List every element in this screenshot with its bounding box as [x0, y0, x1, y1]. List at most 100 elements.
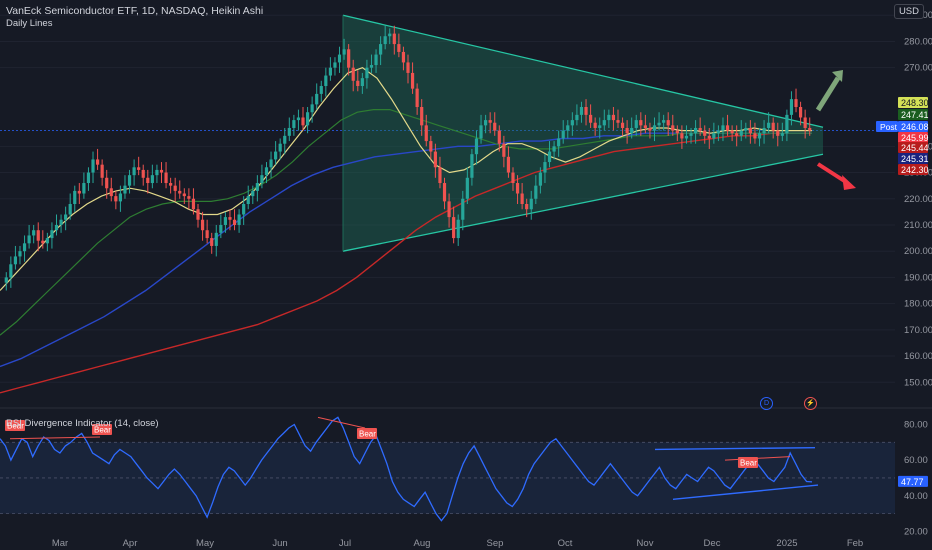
candle-body [785, 114, 789, 134]
price-label: 246.08 [901, 122, 929, 132]
candle-body [429, 141, 433, 152]
candle-body [356, 80, 360, 87]
price-tick-label: 200.00 [904, 246, 932, 257]
rsi-channel-upper [654, 446, 816, 451]
candle-body [310, 104, 314, 113]
candle-body [264, 167, 269, 176]
candle-body [82, 183, 86, 194]
candle-body [9, 264, 13, 278]
candle-body [337, 54, 342, 63]
time-tick-label: Feb [847, 538, 863, 549]
candle-body [730, 130, 734, 134]
candle-body [360, 78, 364, 87]
candle-body [662, 120, 666, 123]
price-label-bg [898, 97, 928, 108]
candle-body [232, 219, 237, 225]
candle-body [753, 133, 757, 139]
candle-body [424, 125, 428, 142]
candle-body [557, 138, 561, 147]
bear-tag-label: Bear [740, 459, 757, 468]
rsi-tick-label: 40.00 [904, 491, 928, 502]
candle-body [100, 164, 104, 178]
time-tick-label: Apr [123, 538, 138, 549]
candle-body [59, 219, 63, 225]
candle-body [255, 183, 259, 191]
candle-body [789, 99, 794, 115]
candle-body [570, 120, 574, 126]
price-axis: 150.00 160.00 170.00 180.00 190.00 200.00 210.… [876, 10, 932, 388]
price-tick-label: 180.00 [904, 299, 932, 310]
price-label: 245.99 [901, 133, 929, 143]
candle-body [625, 127, 629, 134]
candle-body [269, 159, 273, 168]
earnings-icon[interactable]: ⚡ [804, 397, 817, 410]
candle-body [561, 130, 565, 139]
candle-body [237, 214, 241, 225]
price-tick-label: 190.00 [904, 272, 932, 283]
candle-body [543, 162, 547, 173]
price-label: 248.30 [901, 98, 929, 108]
price-label-bg [898, 153, 928, 164]
candle-body [374, 54, 378, 66]
candle-body [693, 127, 698, 134]
candle-body [598, 125, 602, 128]
candle-body [205, 230, 209, 239]
candle-body [214, 232, 218, 246]
currency-button[interactable]: USD [893, 4, 924, 19]
candle-body [401, 51, 406, 63]
candle-body [684, 135, 689, 139]
candle-body [73, 190, 77, 204]
candle-body [808, 127, 812, 131]
candle-body [292, 120, 296, 128]
candle-body [648, 127, 652, 131]
rsi-panel: 20.00 40.00 60.00 80.00 Bear Bear Bear Bear 47.7… [0, 407, 932, 537]
candle-body [652, 125, 657, 131]
candle-body [452, 217, 456, 239]
candle-body [178, 190, 182, 194]
candle-body [520, 193, 524, 204]
candle-body [210, 238, 214, 246]
post-tag-bg [876, 121, 898, 132]
time-tick-label: Nov [637, 538, 654, 549]
candle-body [515, 183, 520, 194]
price-label-bg [898, 121, 928, 132]
candle-body [410, 72, 415, 89]
candle-body [164, 172, 168, 184]
candle-body [497, 130, 501, 144]
candle-body [41, 240, 45, 244]
time-tick-label: Oct [558, 538, 573, 549]
candle-body [27, 235, 31, 244]
rsi-tick-label: 80.00 [904, 419, 928, 430]
candle-body [739, 130, 743, 136]
candle-body [45, 238, 49, 244]
candle-body [13, 256, 18, 265]
candle-body [50, 230, 54, 239]
symbol-title: VanEck Semiconductor ETF, 1D, NASDAQ, He… [6, 5, 264, 17]
time-tick-label: Sep [487, 538, 504, 549]
candle-body [584, 107, 588, 115]
candle-body [721, 125, 725, 131]
candle-body [680, 133, 684, 139]
oscillator-title: RSI Divergence Indicator (14, close) [6, 418, 159, 429]
candle-body [780, 133, 784, 136]
candle-body [552, 146, 556, 152]
candle-body [525, 204, 529, 210]
dividend-icon[interactable]: D [760, 397, 773, 410]
bear-tag-bg [5, 420, 25, 431]
candle-body [461, 198, 465, 220]
ma-green-line [0, 108, 812, 336]
candle-body [22, 243, 27, 252]
candle-body [712, 133, 716, 139]
candle-body [529, 198, 533, 210]
candle-body [141, 169, 145, 178]
rsi-line [0, 416, 813, 522]
candle-body [369, 65, 374, 68]
candle-body [538, 172, 542, 186]
candle-body [347, 49, 351, 68]
bear-tag-label: Bear [7, 422, 24, 431]
candle-body [474, 138, 479, 155]
price-tick-label: 270.00 [904, 63, 932, 74]
candle-body [4, 277, 8, 283]
candle-body [798, 107, 803, 118]
